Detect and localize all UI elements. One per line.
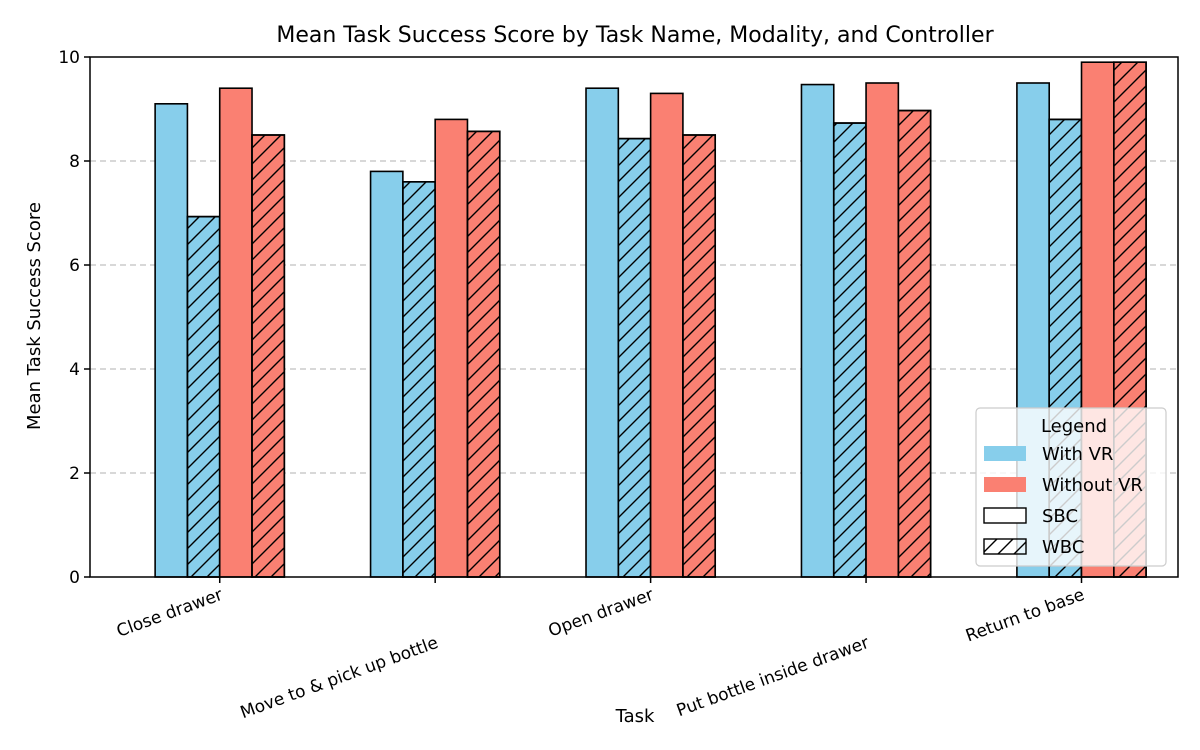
- x-tick-label: Move to & pick up bottle: [238, 633, 441, 723]
- legend-label: SBC: [1042, 506, 1078, 527]
- x-axis-label: Task: [615, 706, 655, 727]
- y-axis-label: Mean Task Success Score: [24, 202, 45, 430]
- bar-fill: [434, 118, 469, 578]
- chart-title: Mean Task Success Score by Task Name, Mo…: [276, 23, 994, 48]
- bar-fill: [585, 87, 620, 578]
- x-tick-label: Open drawer: [546, 585, 657, 642]
- bar-hatch: [251, 134, 286, 578]
- bar-fill: [369, 170, 404, 578]
- bar-fill: [154, 103, 189, 578]
- bar-vr_sbc-3: [800, 83, 835, 578]
- legend-swatch: [983, 507, 1027, 524]
- bar-vr_wbc-0: [186, 215, 221, 578]
- bar-fill: [218, 87, 253, 578]
- y-tick-label: 2: [69, 464, 80, 484]
- x-tick-label: Close drawer: [114, 585, 225, 642]
- bar-novr_wbc-3: [897, 109, 932, 578]
- legend-swatch: [984, 477, 1026, 492]
- bar-vr_wbc-2: [617, 137, 652, 578]
- bar-fill: [800, 83, 835, 578]
- bar-hatch: [402, 181, 436, 578]
- legend-label: With VR: [1042, 444, 1113, 465]
- bar-hatch: [897, 109, 932, 578]
- legend-label: WBC: [1042, 537, 1084, 558]
- y-axis-ticks: 0 2 4 6 8 10: [58, 48, 90, 588]
- y-tick-label: 8: [69, 152, 80, 172]
- legend-entry-3: WBC: [983, 537, 1084, 558]
- bar-hatch: [832, 122, 867, 578]
- plot-frame: [89, 56, 1179, 578]
- bar-vr_sbc-0: [154, 103, 189, 578]
- x-tick-label: Put bottle inside drawer: [674, 633, 872, 721]
- bar-hatch: [466, 130, 501, 578]
- bar-novr_wbc-1: [466, 130, 501, 578]
- bar-vr_sbc-2: [585, 87, 620, 578]
- y-tick-label: 10: [58, 48, 80, 68]
- bar-hatch: [186, 215, 221, 578]
- legend-swatch: [984, 446, 1026, 461]
- legend-entry-1: Without VR: [984, 475, 1143, 496]
- bar-novr_sbc-2: [649, 92, 684, 578]
- bar-vr_wbc-3: [832, 122, 867, 578]
- y-tick-label: 4: [69, 360, 80, 380]
- bar-vr_sbc-1: [369, 170, 404, 578]
- y-tick-label: 0: [69, 568, 80, 588]
- x-tick-label: Return to base: [963, 585, 1087, 646]
- bar-novr_wbc-0: [251, 134, 286, 578]
- bar-fill: [865, 82, 900, 578]
- bar-novr_sbc-0: [218, 87, 253, 578]
- bar-vr_wbc-1: [402, 181, 436, 578]
- bar-novr_sbc-3: [865, 82, 900, 578]
- legend-title: Legend: [1041, 416, 1107, 437]
- bar-hatch: [682, 134, 717, 578]
- legend-entry-2: SBC: [983, 506, 1078, 527]
- bar-novr_sbc-1: [434, 118, 469, 578]
- legend-swatch: [983, 538, 1027, 555]
- bar-novr_wbc-2: [682, 134, 717, 578]
- y-tick-label: 6: [69, 256, 80, 276]
- legend-label: Without VR: [1042, 475, 1143, 496]
- legend: Legend With VR Without VR SBC WBC: [975, 407, 1167, 567]
- legend-entry-0: With VR: [984, 444, 1113, 465]
- bar-hatch: [617, 137, 652, 578]
- bar-fill: [649, 92, 684, 578]
- bars: [154, 61, 1147, 578]
